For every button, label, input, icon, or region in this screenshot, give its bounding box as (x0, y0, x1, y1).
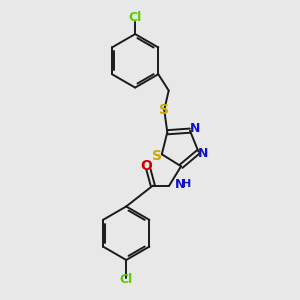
Text: N: N (174, 178, 185, 190)
Text: S: S (152, 149, 162, 163)
Text: Cl: Cl (128, 11, 142, 24)
Text: O: O (140, 159, 152, 173)
Text: H: H (182, 179, 192, 189)
Text: N: N (190, 122, 200, 135)
Text: S: S (159, 103, 169, 117)
Text: Cl: Cl (120, 273, 133, 286)
Text: N: N (198, 147, 209, 160)
